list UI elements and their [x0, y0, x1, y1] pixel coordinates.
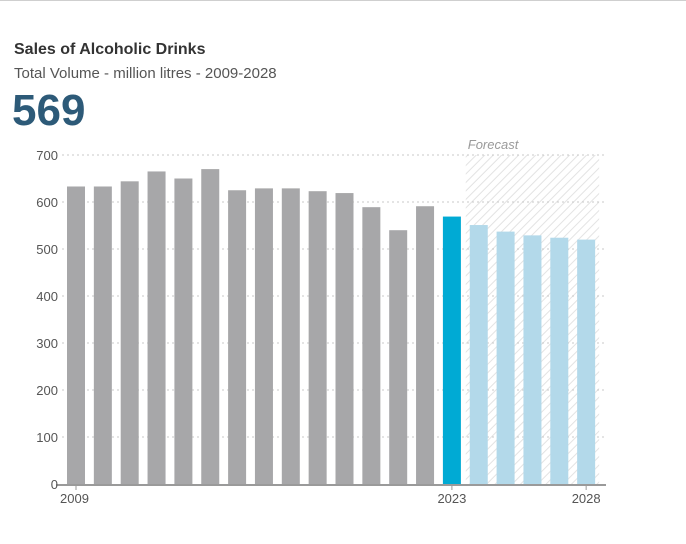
y-tick-label: 300 — [36, 336, 58, 351]
bar-2018 — [308, 191, 327, 484]
y-tick-label: 500 — [36, 242, 58, 257]
y-tick-label: 600 — [36, 195, 58, 210]
x-tick-label: 2028 — [572, 491, 601, 506]
top-divider — [0, 0, 686, 1]
bar-2016 — [254, 188, 273, 484]
bar-2017 — [281, 188, 300, 484]
bar-chart: Forecast 0 100 200 300 400 500 600 700 2009 2023 20… — [36, 137, 606, 506]
bar-2015 — [228, 190, 247, 484]
bar-2024 — [469, 225, 488, 484]
bar-2028 — [577, 239, 596, 484]
bar-2013 — [174, 178, 193, 484]
x-tick-label: 2009 — [60, 491, 89, 506]
chart-title: Sales of Alcoholic Drinks — [14, 41, 206, 58]
bar-2010 — [93, 186, 112, 485]
forecast-label: Forecast — [468, 137, 520, 152]
bar-2026 — [523, 235, 542, 484]
y-tick-label: 700 — [36, 148, 58, 163]
bar-2025 — [496, 231, 515, 484]
bar-2027 — [550, 237, 569, 484]
x-tick-label: 2023 — [437, 491, 466, 506]
y-tick-label: 100 — [36, 430, 58, 445]
y-tick-label: 0 — [51, 477, 58, 492]
bar-2023 — [442, 216, 461, 484]
bar-2011 — [120, 181, 139, 484]
bar-2012 — [147, 171, 166, 484]
bar-2009 — [67, 186, 85, 485]
bar-2014 — [201, 169, 220, 484]
bar-2019 — [335, 193, 354, 484]
chart-subtitle: Total Volume - million litres - 2009-202… — [14, 65, 277, 82]
bar-2020 — [362, 207, 381, 485]
bar-2022 — [416, 206, 435, 484]
y-tick-label: 200 — [36, 383, 58, 398]
headline-value: 569 — [12, 86, 86, 135]
y-tick-label: 400 — [36, 289, 58, 304]
bar-2021 — [389, 230, 408, 484]
